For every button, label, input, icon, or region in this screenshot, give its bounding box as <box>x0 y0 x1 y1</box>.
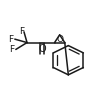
Text: O: O <box>39 44 46 54</box>
Text: F: F <box>9 45 14 54</box>
Text: F: F <box>19 27 24 36</box>
Text: F: F <box>8 35 13 44</box>
Text: O: O <box>56 35 63 44</box>
